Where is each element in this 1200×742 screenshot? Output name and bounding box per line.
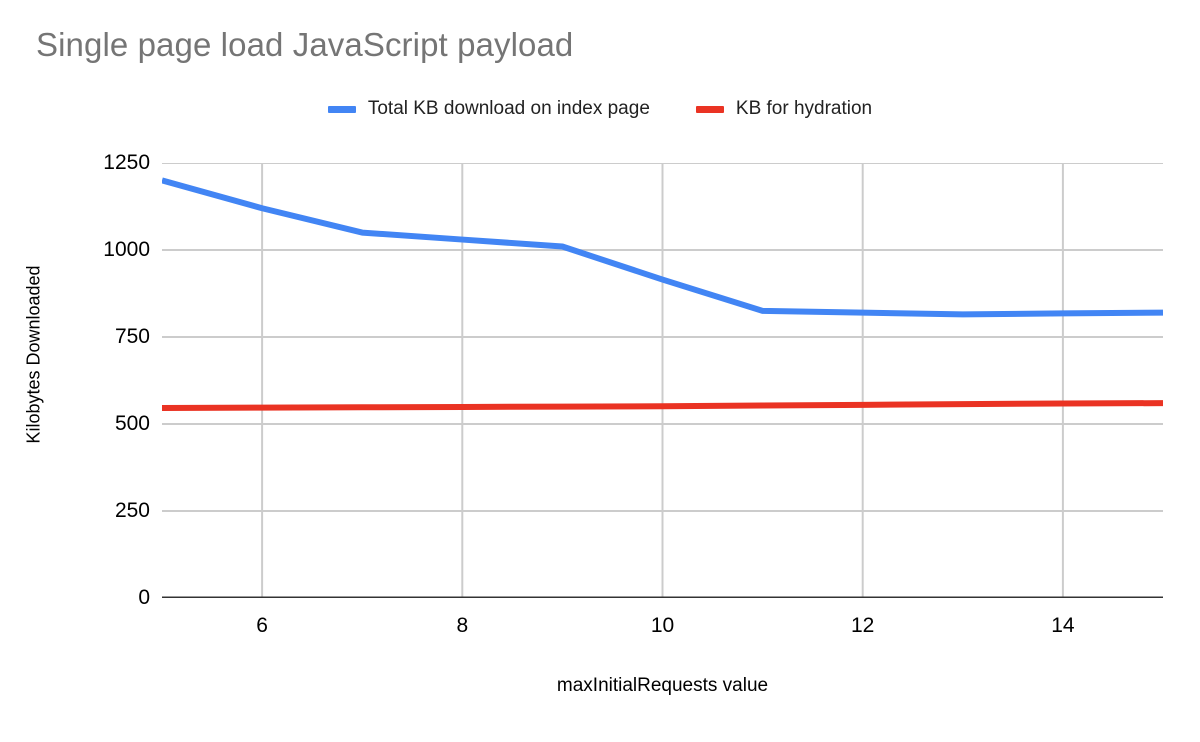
x-tick-label: 10 <box>650 614 675 637</box>
plot-area <box>162 163 1163 598</box>
x-axis-title: maxInitialRequests value <box>556 675 769 696</box>
legend-item-total-kb[interactable]: Total KB download on index page <box>327 98 650 120</box>
legend-swatch-red-icon <box>695 105 724 113</box>
grid-lines <box>162 163 1163 598</box>
y-tick-label: 750 <box>114 325 150 348</box>
x-tick-label: 6 <box>256 614 268 637</box>
series-line-total-kb <box>162 177 1163 318</box>
x-tick-label: 12 <box>851 614 875 637</box>
legend-item-hydration[interactable]: KB for hydration <box>695 98 873 120</box>
legend-label-total-kb: Total KB download on index page <box>367 98 650 119</box>
y-tick-label: 250 <box>114 499 150 522</box>
y-axis-tick-labels: 0 250 500 750 1000 1250 <box>30 0 150 742</box>
chart-legend: Total KB download on index page KB for h… <box>0 98 1200 120</box>
series-line-hydration <box>162 400 1163 411</box>
y-tick-label: 500 <box>114 412 150 435</box>
y-tick-label: 1250 <box>103 151 150 174</box>
y-axis-title: Kilobytes Downloaded <box>23 265 44 444</box>
x-tick-label: 14 <box>1051 614 1075 637</box>
plot-svg <box>162 163 1163 598</box>
chart-title: Single page load JavaScript payload <box>36 26 574 63</box>
legend-label-hydration: KB for hydration <box>735 98 873 119</box>
y-tick-label: 0 <box>138 586 150 609</box>
x-tick-label: 8 <box>456 614 469 637</box>
legend-swatch-blue-icon <box>327 105 356 113</box>
series-lines <box>162 177 1163 411</box>
y-tick-label: 1000 <box>103 238 150 261</box>
